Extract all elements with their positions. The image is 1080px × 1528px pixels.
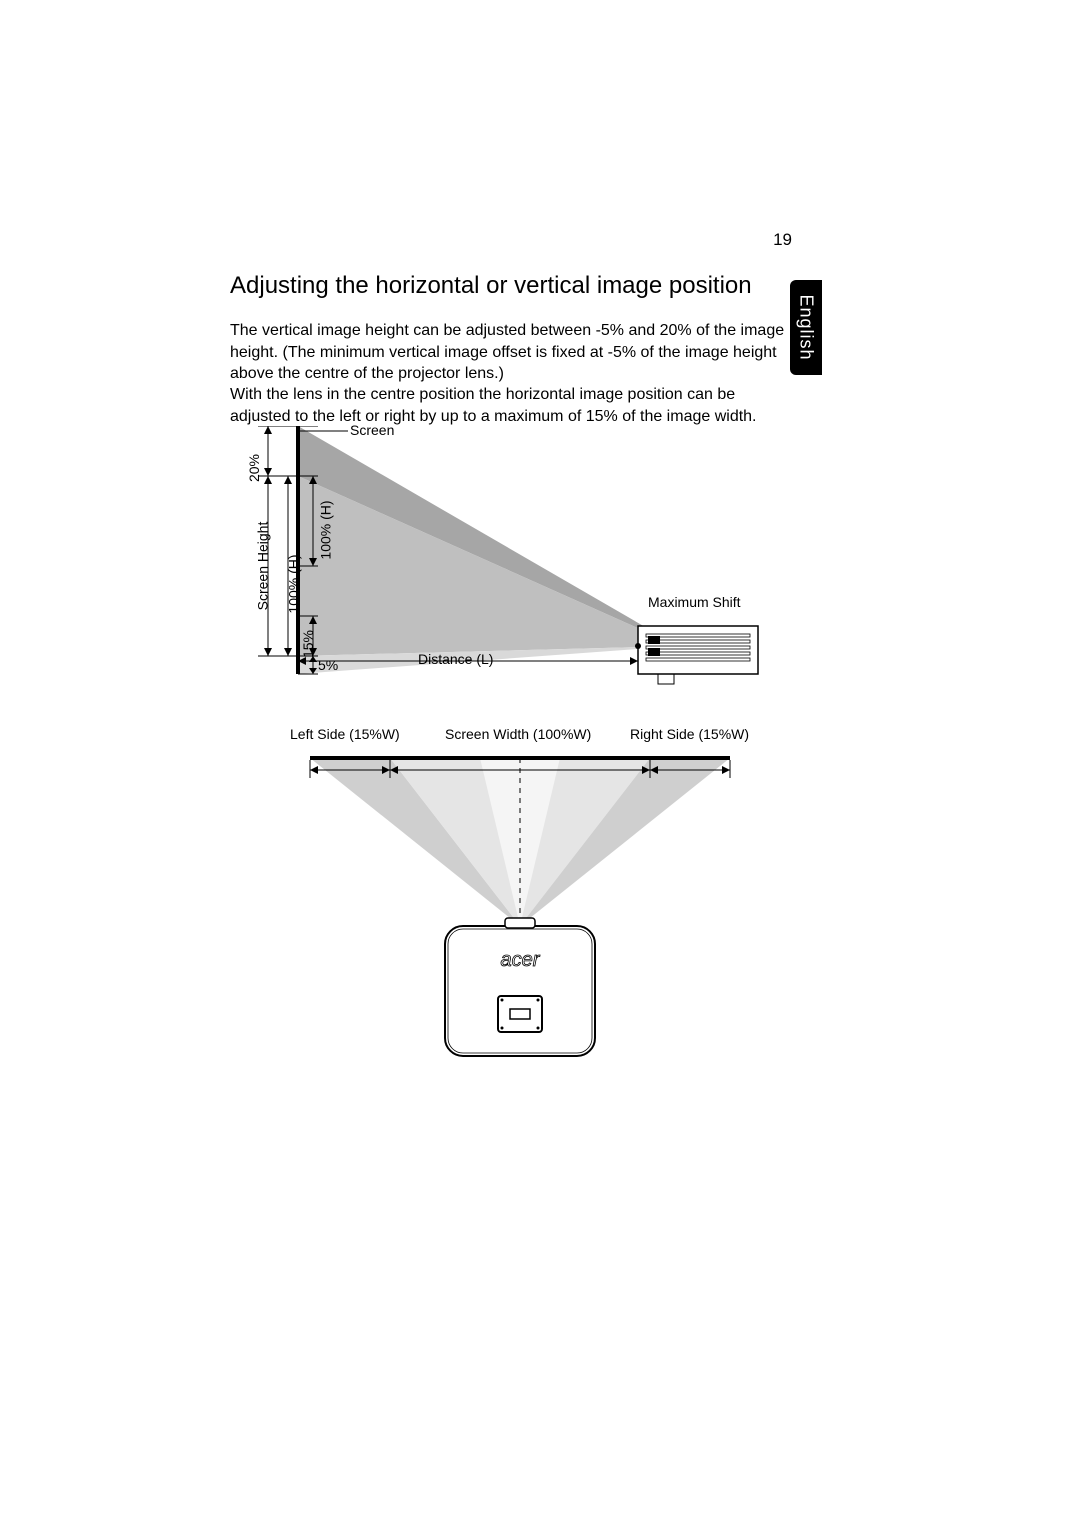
label-screen-height: Screen Height	[254, 522, 270, 611]
diagram-vertical-svg	[258, 426, 798, 696]
paragraph-2: With the lens in the centre position the…	[230, 384, 790, 427]
label-20pct: 20%	[246, 454, 262, 482]
svg-text:acer: acer	[501, 949, 541, 971]
label-100h-b: 100% (H)	[286, 554, 302, 613]
language-tab-label: English	[796, 294, 817, 360]
label-right-side: Right Side (15%W)	[630, 726, 749, 742]
section-heading: Adjusting the horizontal or vertical ima…	[230, 272, 752, 300]
label-distance: Distance (L)	[418, 651, 493, 667]
label-15pct: 15%	[300, 630, 316, 658]
label-screen: Screen	[350, 422, 394, 438]
language-tab: English	[790, 280, 822, 375]
paragraph-1: The vertical image height can be adjuste…	[230, 320, 790, 385]
label-100h-a: 100% (H)	[318, 500, 334, 559]
label-left-side: Left Side (15%W)	[290, 726, 400, 742]
label-screen-width: Screen Width (100%W)	[445, 726, 591, 742]
label-max-shift: Maximum Shift	[648, 594, 741, 610]
diagram-horizontal-shift: acer Left Side (15%W) Screen Width (100%…	[280, 726, 760, 1066]
diagram-vertical-shift: Screen 20% Screen Height 100% (H) 100% (…	[258, 426, 798, 696]
page-number: 19	[773, 230, 792, 250]
diagram-horizontal-svg: acer	[280, 726, 760, 1066]
label-5pct: 5%	[318, 657, 338, 673]
